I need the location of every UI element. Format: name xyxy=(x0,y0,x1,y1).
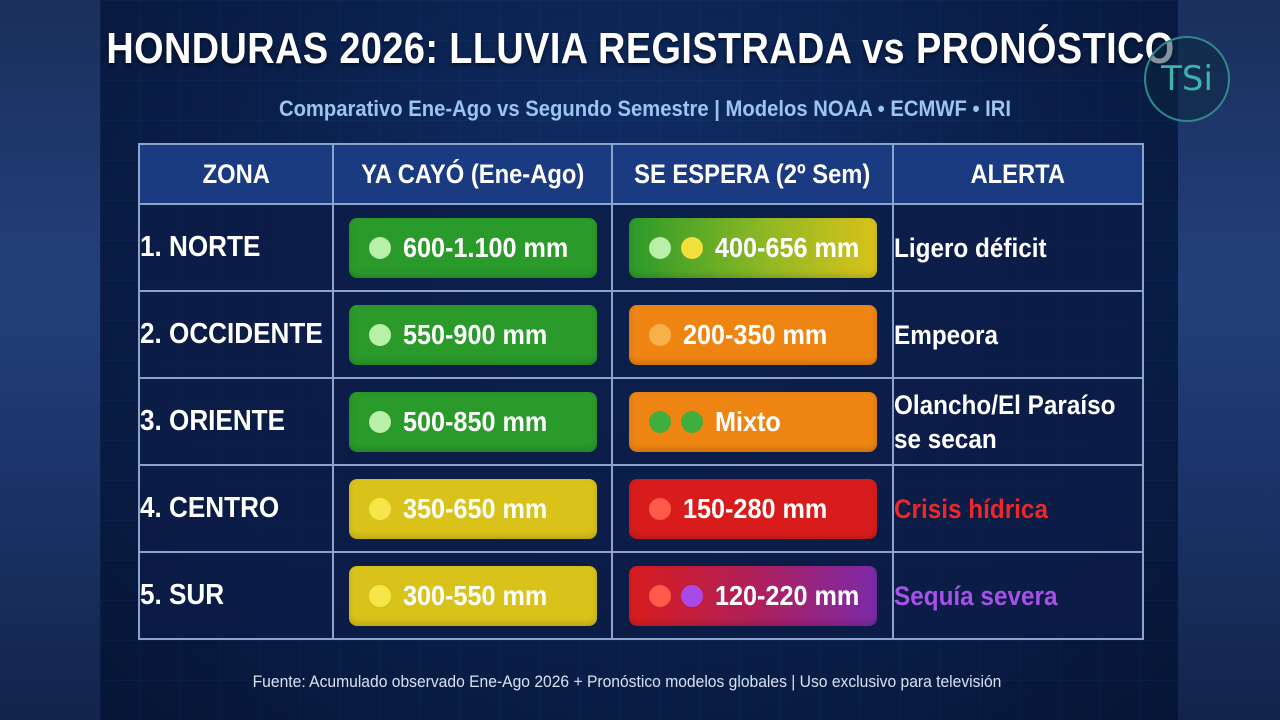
alert-text: Olancho/El Paraíso xyxy=(894,389,1116,420)
observed-rainfall-badge: 350-650 mm xyxy=(348,478,597,539)
alert-cell: Crisis hídrica xyxy=(892,464,1144,553)
header-zona: ZONA xyxy=(138,143,334,205)
table-row: 1. NORTE 600-1.100 mm 400-656 mm Ligero déf… xyxy=(138,203,1144,292)
zone-cell: 5. SUR xyxy=(138,551,334,640)
observed-cell: 550-900 mm xyxy=(332,290,613,379)
forecast-rainfall-value: 120-220 mm xyxy=(714,579,859,611)
zone-cell: 1. NORTE xyxy=(138,203,334,292)
alert-cell: Sequía severa xyxy=(892,551,1144,640)
observed-rainfall-badge: 600-1.100 mm xyxy=(348,217,597,278)
channel-logo-text: TSi xyxy=(1161,59,1213,99)
status-dot-icon xyxy=(680,410,703,433)
alert-cell: Empeora xyxy=(892,290,1144,379)
observed-rainfall-value: 600-1.100 mm xyxy=(402,231,568,263)
header-se-espera: SE ESPERA (2º Sem) xyxy=(611,143,894,205)
observed-rainfall-value: 300-550 mm xyxy=(402,579,547,611)
zone-label: 5. SUR xyxy=(140,579,225,611)
status-dot-icon xyxy=(648,236,671,259)
alert-cell: Ligero déficit xyxy=(892,203,1144,292)
zone-label: 3. ORIENTE xyxy=(140,405,286,437)
observed-cell: 600-1.100 mm xyxy=(332,203,613,292)
table-row: 4. CENTRO 350-650 mm 150-280 mm Crisis hídr… xyxy=(138,464,1144,553)
observed-rainfall-badge: 500-850 mm xyxy=(348,391,597,452)
forecast-rainfall-value: Mixto xyxy=(714,405,781,437)
status-dot-icon xyxy=(648,497,671,520)
zone-cell: 3. ORIENTE xyxy=(138,377,334,466)
alert-text: se secan xyxy=(894,423,997,454)
observed-rainfall-badge: 550-900 mm xyxy=(348,304,597,365)
forecast-rainfall-badge: 150-280 mm xyxy=(628,478,877,539)
forecast-rainfall-value: 200-350 mm xyxy=(682,318,827,350)
table-header-row: ZONA YA CAYÓ (Ene-Ago) SE ESPERA (2º Sem… xyxy=(138,143,1144,205)
page-title: HONDURAS 2026: LLUVIA REGISTRADA vs PRON… xyxy=(106,24,1175,73)
forecast-rainfall-badge: 200-350 mm xyxy=(628,304,877,365)
status-dot-icon xyxy=(648,410,671,433)
status-dot-icon xyxy=(368,236,391,259)
observed-rainfall-value: 550-900 mm xyxy=(402,318,547,350)
page-subtitle: Comparativo Ene-Ago vs Segundo Semestre … xyxy=(278,96,1012,121)
alert-cell: Olancho/El Paraíso se secan xyxy=(892,377,1144,466)
observed-rainfall-value: 500-850 mm xyxy=(402,405,547,437)
forecast-rainfall-badge: 400-656 mm xyxy=(628,217,877,278)
observed-cell: 350-650 mm xyxy=(332,464,613,553)
left-background-panel xyxy=(0,0,100,720)
forecast-rainfall-value: 150-280 mm xyxy=(682,492,827,524)
alert-text: Crisis hídrica xyxy=(894,493,1048,524)
observed-cell: 500-850 mm xyxy=(332,377,613,466)
observed-cell: 300-550 mm xyxy=(332,551,613,640)
status-dot-icon xyxy=(680,236,703,259)
alert-text: Empeora xyxy=(894,319,998,350)
status-dot-icon xyxy=(648,584,671,607)
status-dot-icon xyxy=(648,323,671,346)
channel-logo: TSi xyxy=(1144,36,1230,122)
table-row: 2. OCCIDENTE 550-900 mm 200-350 mm Empeora xyxy=(138,290,1144,379)
observed-rainfall-badge: 300-550 mm xyxy=(348,565,597,626)
forecast-rainfall-badge: 120-220 mm xyxy=(628,565,877,626)
zone-label: 1. NORTE xyxy=(140,231,261,263)
forecast-cell: Mixto xyxy=(611,377,894,466)
zone-label: 2. OCCIDENTE xyxy=(140,318,323,350)
status-dot-icon xyxy=(368,584,391,607)
zone-cell: 2. OCCIDENTE xyxy=(138,290,334,379)
header-alerta: ALERTA xyxy=(892,143,1144,205)
zone-label: 4. CENTRO xyxy=(140,492,280,524)
header-ya-cayo: YA CAYÓ (Ene-Ago) xyxy=(332,143,613,205)
status-dot-icon xyxy=(368,323,391,346)
alert-text: Ligero déficit xyxy=(894,232,1047,263)
forecast-cell: 200-350 mm xyxy=(611,290,894,379)
observed-rainfall-value: 350-650 mm xyxy=(402,492,547,524)
forecast-rainfall-value: 400-656 mm xyxy=(714,231,859,263)
status-dot-icon xyxy=(680,584,703,607)
table-row: 5. SUR 300-550 mm 120-220 mm Sequía severa xyxy=(138,551,1144,640)
zone-cell: 4. CENTRO xyxy=(138,464,334,553)
forecast-cell: 400-656 mm xyxy=(611,203,894,292)
forecast-cell: 120-220 mm xyxy=(611,551,894,640)
alert-text: Sequía severa xyxy=(894,580,1058,611)
forecast-rainfall-badge: Mixto xyxy=(628,391,877,452)
source-footer: Fuente: Acumulado observado Ene-Ago 2026… xyxy=(252,672,1002,691)
status-dot-icon xyxy=(368,410,391,433)
table-row: 3. ORIENTE 500-850 mm Mixto Olancho/El Para… xyxy=(138,377,1144,466)
forecast-cell: 150-280 mm xyxy=(611,464,894,553)
status-dot-icon xyxy=(368,497,391,520)
rainfall-table: ZONA YA CAYÓ (Ene-Ago) SE ESPERA (2º Sem… xyxy=(138,143,1144,640)
